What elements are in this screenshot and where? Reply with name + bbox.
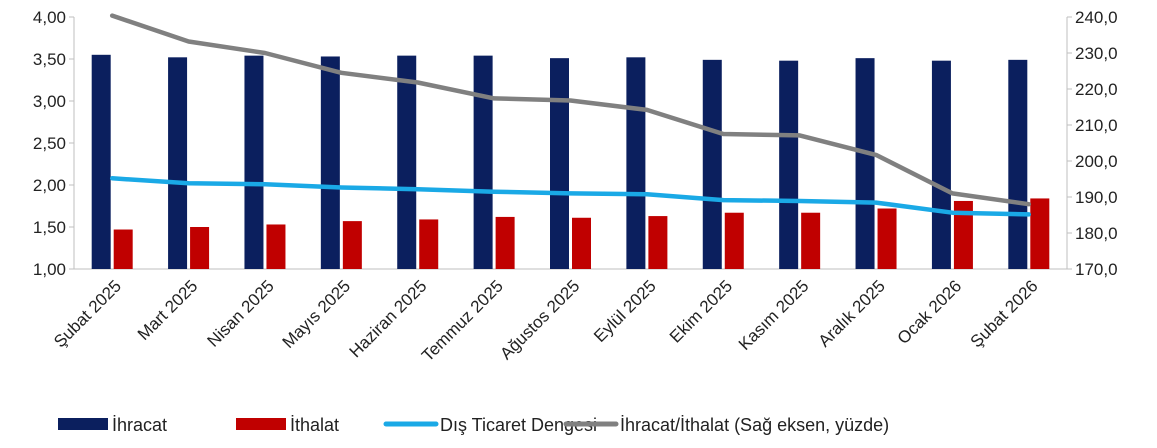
category-label: Aralık 2025	[815, 276, 889, 350]
ithalat-bar	[953, 200, 973, 269]
ithalat-bar	[190, 227, 210, 269]
ithalat-bar	[342, 221, 362, 269]
trade-balance-line	[109, 176, 1032, 217]
ratio-line	[109, 13, 1032, 207]
category-label: Temmuz 2025	[418, 276, 507, 365]
left-tick-label: 4,00	[33, 8, 66, 27]
category-label: Nisan 2025	[204, 276, 278, 350]
ihracat-bar	[1008, 59, 1028, 270]
ithalat-bar	[266, 224, 286, 269]
category-label: Kasım 2025	[735, 276, 813, 354]
ihracat-bar	[931, 60, 951, 270]
ihracat-bar	[626, 57, 646, 269]
ihracat-bar	[397, 55, 417, 269]
legend-label: İhracat	[112, 415, 167, 435]
legend-swatch	[58, 418, 108, 430]
right-tick-label: 240,0	[1075, 8, 1118, 27]
ithalat-bar	[419, 219, 439, 269]
ithalat-bar	[877, 208, 897, 269]
legend-label: Dış Ticaret Dengesi	[440, 415, 597, 435]
legend-label: İthalat	[290, 415, 339, 435]
ithalat-bar	[113, 229, 133, 269]
left-tick-label: 2,50	[33, 134, 66, 153]
right-tick-label: 170,0	[1075, 260, 1118, 279]
legend-label: İhracat/İthalat (Sağ eksen, yüzde)	[620, 415, 889, 435]
ithalat-bar	[572, 217, 591, 269]
left-tick-label: 3,50	[33, 50, 66, 69]
category-label: Ağustos 2025	[496, 276, 583, 363]
right-tick-label: 210,0	[1075, 116, 1118, 135]
right-tick-label: 180,0	[1075, 224, 1118, 243]
ihracat-bar	[550, 58, 569, 269]
legend-swatch	[236, 418, 286, 430]
ihracat-bar	[779, 60, 799, 270]
category-label: Ocak 2026	[894, 276, 966, 348]
ithalat-bar	[724, 212, 744, 269]
right-tick-label: 190,0	[1075, 188, 1118, 207]
right-tick-label: 200,0	[1075, 152, 1118, 171]
category-label: Eylül 2025	[590, 276, 660, 346]
ihracat-bar	[244, 55, 264, 269]
ihracat-bar	[855, 58, 875, 269]
category-label: Mart 2025	[134, 276, 202, 344]
category-label: Haziran 2025	[346, 276, 431, 361]
right-tick-label: 220,0	[1075, 80, 1118, 99]
ithalat-bar	[1030, 198, 1050, 269]
left-tick-label: 3,00	[33, 92, 66, 111]
tick-labels: 1,00 1,50 2,00 2,50 3,00 3,50 4,00 170,0 180,0 19…	[33, 8, 1118, 279]
ihracat-bar	[473, 55, 493, 269]
category-label: Ekim 2025	[666, 276, 736, 346]
bars	[91, 54, 1050, 270]
axes	[69, 16, 1072, 270]
left-tick-label: 1,50	[33, 218, 66, 237]
legend: İhracat İthalat Dış Ticaret Dengesi İhracat…	[58, 415, 889, 435]
ihracat-bar	[91, 54, 111, 269]
right-tick-label: 230,0	[1075, 44, 1118, 63]
lines	[109, 13, 1032, 217]
ithalat-bar	[801, 212, 821, 269]
ithalat-bar	[495, 216, 515, 269]
left-tick-label: 1,00	[33, 260, 66, 279]
left-tick-label: 2,00	[33, 176, 66, 195]
ihracat-bar	[320, 56, 340, 270]
ihracat-bar	[168, 57, 188, 269]
category-label: Şubat 2026	[967, 276, 1042, 351]
ithalat-bar	[648, 216, 668, 269]
category-labels: Şubat 2025 Mart 2025 Nisan 2025 Mayıs 2025H…	[50, 276, 1042, 365]
ihracat-bar	[702, 59, 722, 270]
category-label: Şubat 2025	[50, 276, 125, 351]
category-label: Mayıs 2025	[279, 276, 355, 352]
